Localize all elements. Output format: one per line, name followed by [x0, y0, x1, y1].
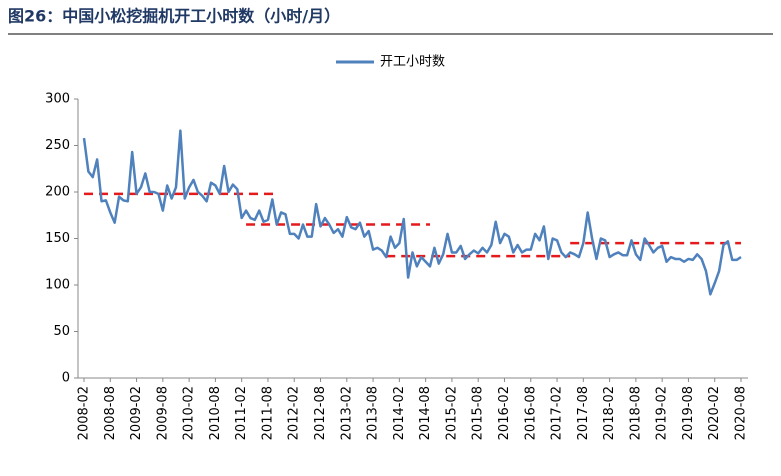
y-tick-label: 0 — [62, 371, 70, 386]
x-tick-label: 2020-02 — [707, 386, 722, 440]
x-tick-label: 2011-08 — [260, 386, 275, 440]
x-tick-label: 2015-02 — [444, 386, 459, 440]
x-tick-label: 2016-02 — [497, 386, 512, 440]
x-tick-label: 2013-02 — [339, 386, 354, 440]
x-tick-label: 2016-08 — [523, 386, 538, 440]
x-tick-label: 2009-08 — [155, 386, 170, 440]
x-tick-label: 2015-08 — [471, 386, 486, 440]
x-tick-label: 2012-08 — [313, 386, 328, 440]
x-tick-label: 2017-02 — [550, 386, 565, 440]
x-tick-label: 2011-02 — [234, 386, 249, 440]
x-tick-label: 2010-02 — [182, 386, 197, 440]
x-tick-label: 2017-08 — [576, 386, 591, 440]
x-tick-label: 2009-02 — [129, 386, 144, 440]
x-tick-label: 2018-08 — [628, 386, 643, 440]
y-tick-label: 200 — [45, 185, 70, 200]
x-tick-label: 2018-02 — [602, 386, 617, 440]
x-tick-label: 2019-02 — [655, 386, 670, 440]
legend-label: 开工小时数 — [380, 55, 445, 70]
x-tick-label: 2012-02 — [287, 386, 302, 440]
x-tick-label: 2010-08 — [208, 386, 223, 440]
x-tick-label: 2014-02 — [392, 386, 407, 440]
x-tick-label: 2020-08 — [734, 386, 749, 440]
x-tick-label: 2014-08 — [418, 386, 433, 440]
y-tick-label: 250 — [45, 138, 70, 153]
y-tick-label: 150 — [45, 231, 70, 246]
y-tick-label: 100 — [45, 278, 70, 293]
chart-title: 图26：中国小松挖掘机开工小时数（小时/月） — [8, 7, 340, 26]
data-line — [82, 129, 742, 296]
x-tick-label: 2019-08 — [681, 386, 696, 440]
x-tick-label: 2008-08 — [103, 386, 118, 440]
x-tick-label: 2008-02 — [77, 386, 92, 440]
y-tick-label: 300 — [45, 92, 70, 107]
y-tick-label: 50 — [53, 324, 70, 339]
x-tick-label: 2013-08 — [366, 386, 381, 440]
